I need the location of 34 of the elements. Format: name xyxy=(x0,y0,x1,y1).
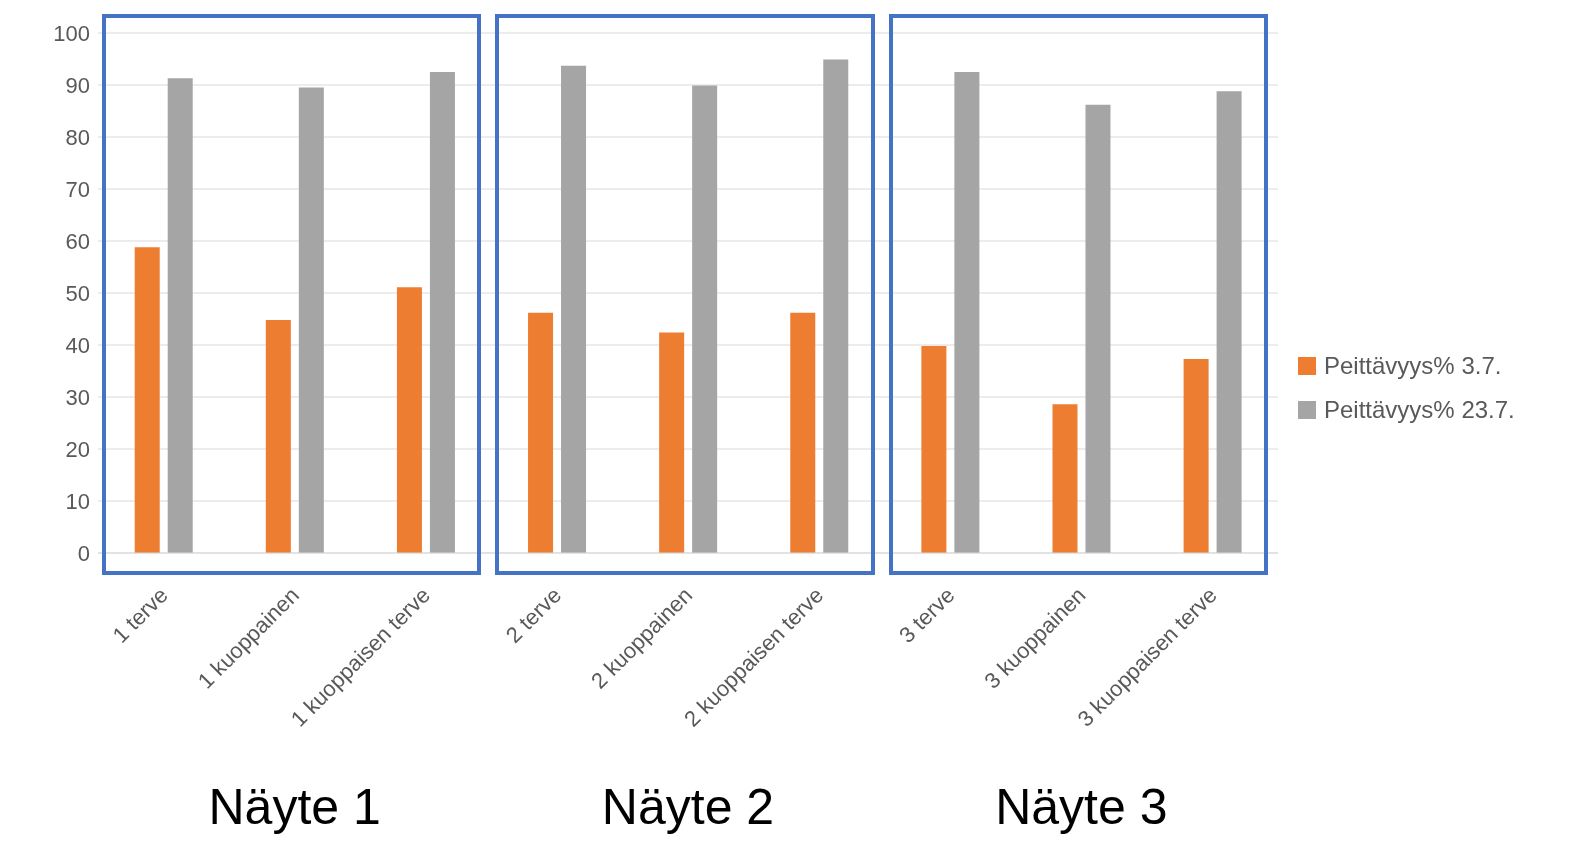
bar xyxy=(659,332,685,553)
y-tick-label: 20 xyxy=(65,436,90,462)
bar xyxy=(1052,404,1078,553)
y-tick-label: 50 xyxy=(65,280,90,306)
bar xyxy=(429,72,455,553)
bar xyxy=(528,312,554,553)
bar xyxy=(790,312,816,553)
y-tick-label: 100 xyxy=(53,20,90,46)
bar xyxy=(1216,91,1242,553)
text: Näyte 1 xyxy=(207,778,382,836)
bar xyxy=(954,72,980,553)
y-tick-label: 0 xyxy=(77,540,90,566)
y-tick-label: 10 xyxy=(65,488,90,514)
y-tick-label: 40 xyxy=(65,332,90,358)
bar xyxy=(167,78,193,553)
bar xyxy=(265,320,291,553)
bar xyxy=(396,287,422,553)
legend-label: Peittävyys% 3.7. xyxy=(1324,352,1502,380)
bar xyxy=(134,247,160,553)
bar xyxy=(692,85,718,553)
text: Näyte 2 xyxy=(600,778,776,836)
bar xyxy=(1183,359,1209,553)
bar xyxy=(1085,104,1111,553)
y-tick-label: 80 xyxy=(65,124,90,150)
bar xyxy=(921,346,947,553)
bar xyxy=(561,65,587,553)
y-tick-label: 90 xyxy=(65,72,90,98)
y-tick-label: 30 xyxy=(65,384,90,410)
bar xyxy=(298,87,324,553)
text: Näyte 3 xyxy=(994,778,1169,836)
y-tick-label: 60 xyxy=(65,228,90,254)
legend-label: Peittävyys% 23.7. xyxy=(1324,396,1515,424)
y-tick-label: 70 xyxy=(65,176,90,202)
bar xyxy=(823,59,849,553)
